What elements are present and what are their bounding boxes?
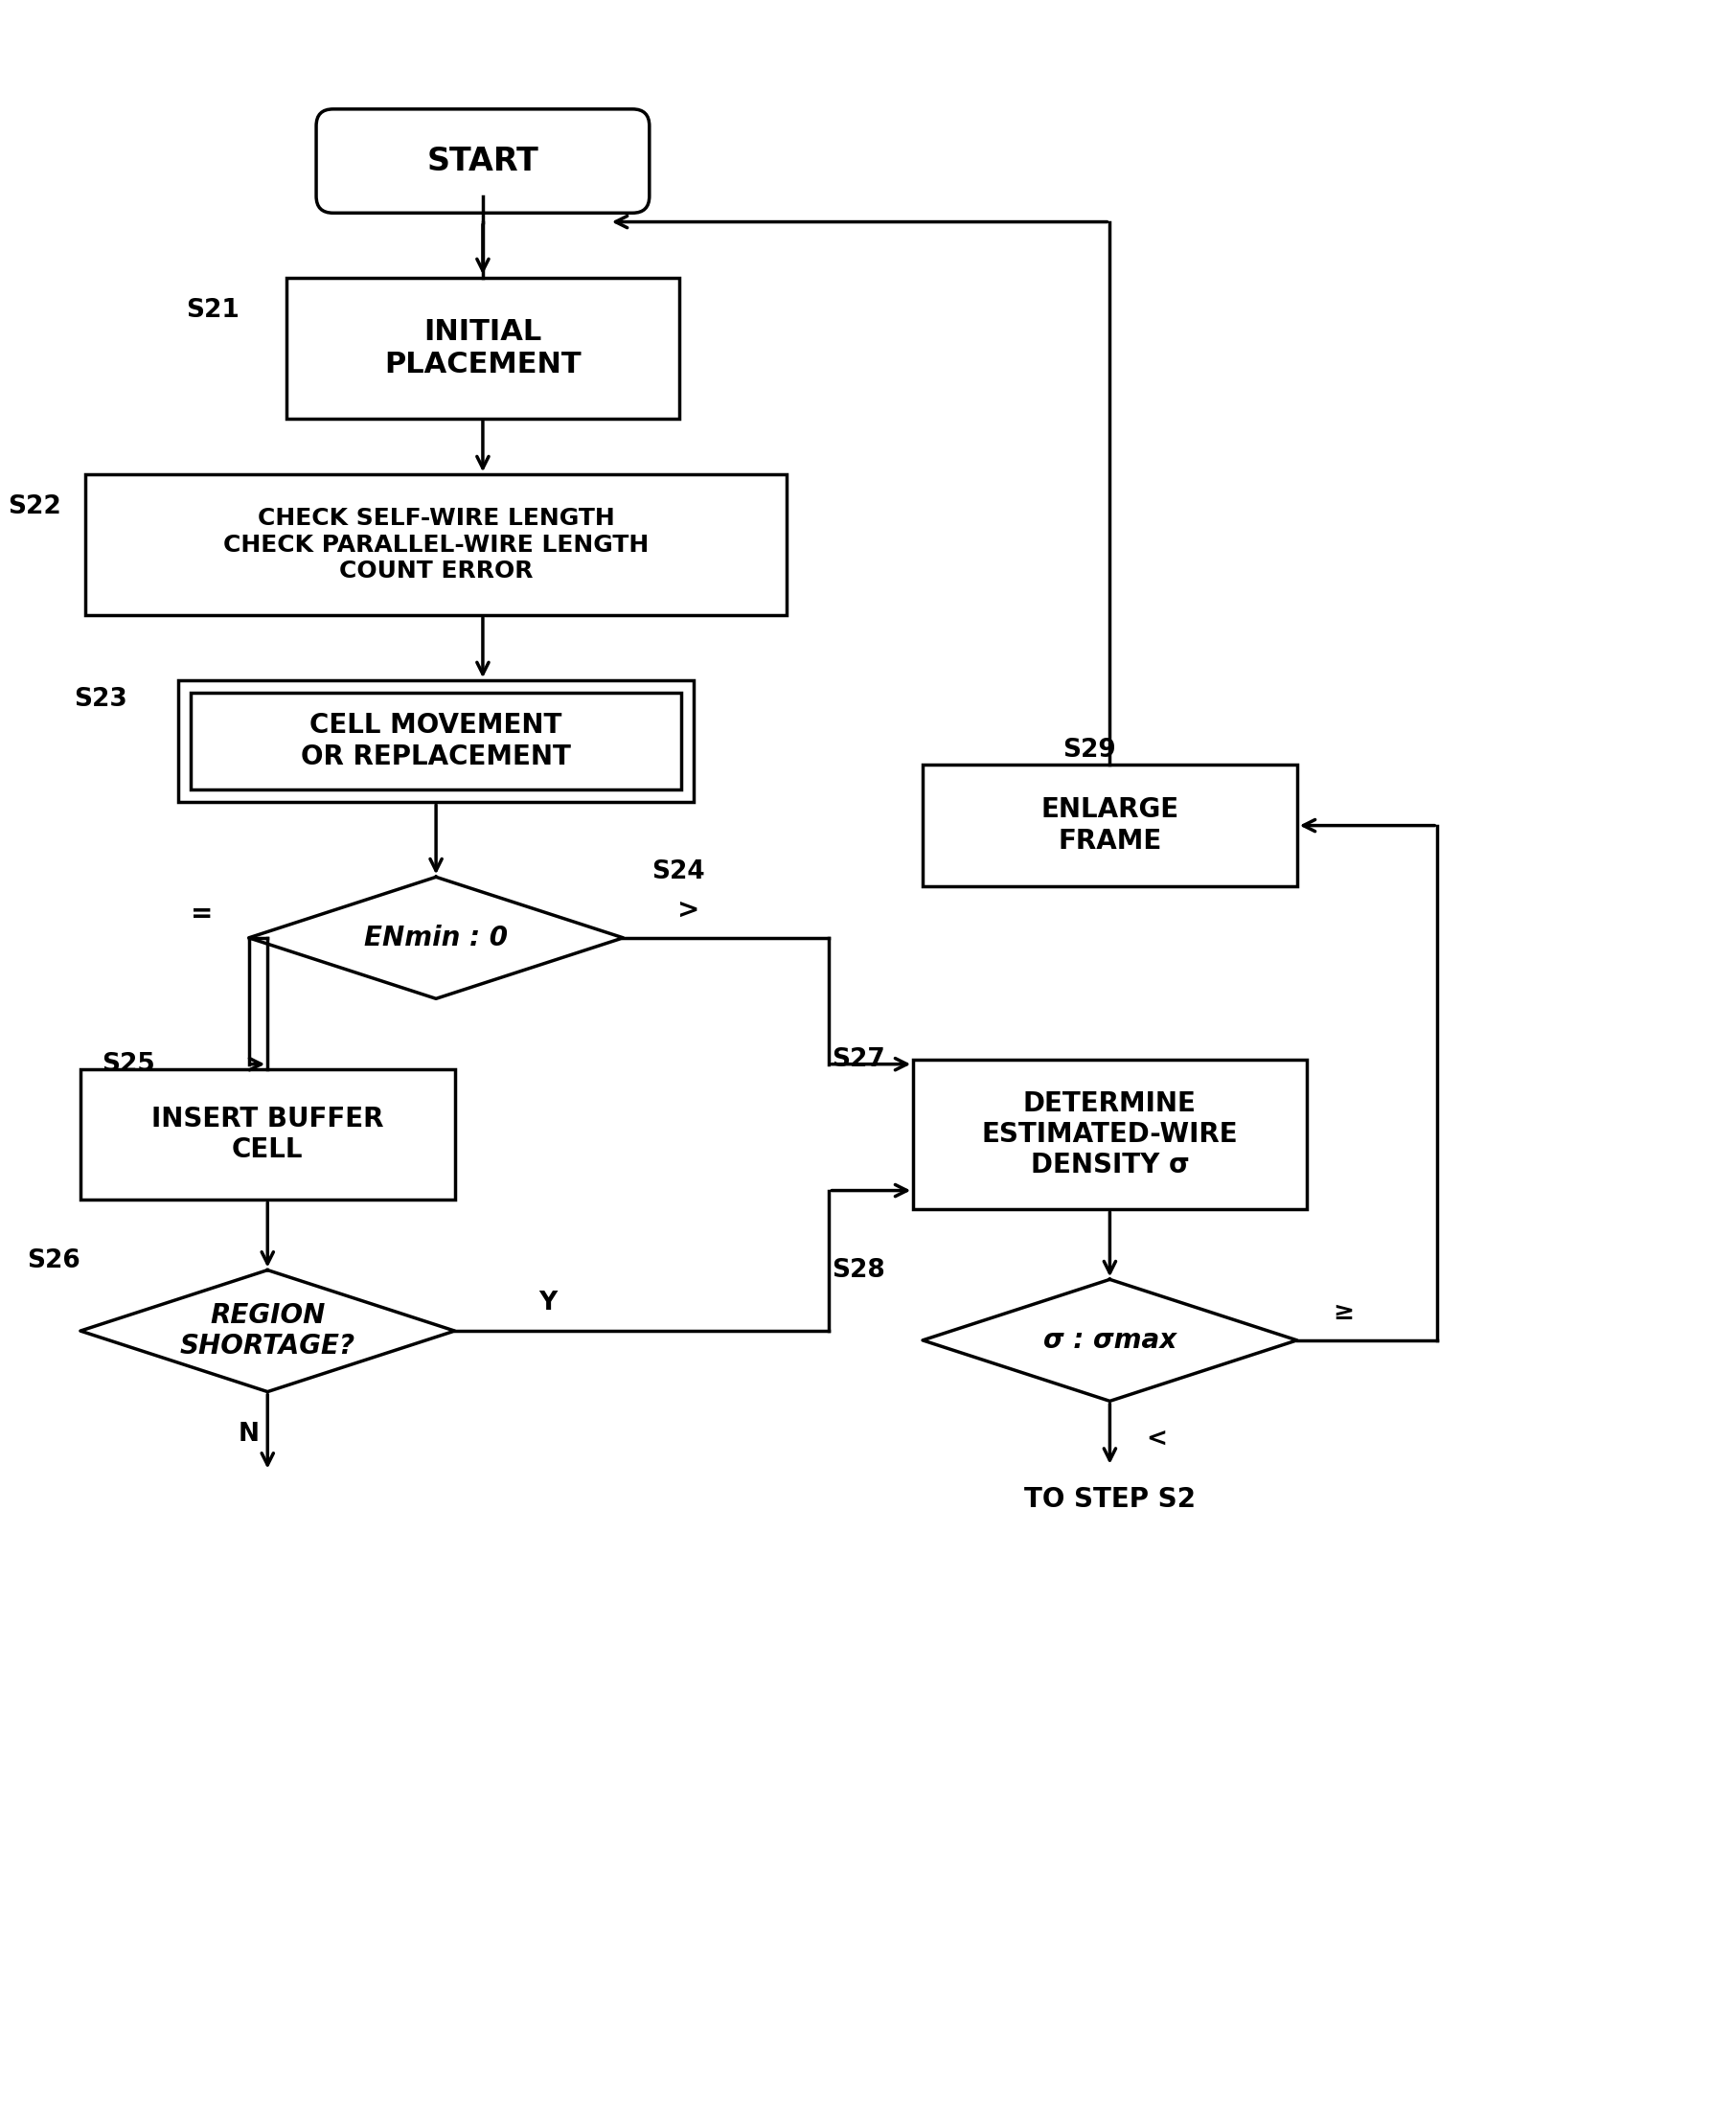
Bar xyxy=(85,476,786,614)
Text: >: > xyxy=(677,896,700,924)
Text: =: = xyxy=(191,901,214,928)
Text: S27: S27 xyxy=(832,1048,885,1071)
Text: S23: S23 xyxy=(73,686,127,711)
Text: START: START xyxy=(427,145,538,177)
Text: N: N xyxy=(238,1422,259,1445)
Text: REGION
SHORTAGE?: REGION SHORTAGE? xyxy=(181,1302,356,1359)
Text: TO STEP S2: TO STEP S2 xyxy=(1024,1485,1196,1513)
Text: S24: S24 xyxy=(651,861,705,886)
Bar xyxy=(286,278,679,419)
Text: ≥: ≥ xyxy=(1333,1300,1354,1326)
Text: DETERMINE
ESTIMATED-WIRE
DENSITY σ: DETERMINE ESTIMATED-WIRE DENSITY σ xyxy=(981,1090,1238,1178)
Text: S29: S29 xyxy=(1062,739,1116,764)
Text: <: < xyxy=(1146,1427,1167,1452)
Text: INSERT BUFFER
CELL: INSERT BUFFER CELL xyxy=(151,1105,384,1164)
FancyBboxPatch shape xyxy=(316,109,649,213)
Text: S28: S28 xyxy=(832,1258,885,1283)
Text: ENmin : 0: ENmin : 0 xyxy=(365,924,509,951)
Text: σ : σmax: σ : σmax xyxy=(1043,1328,1177,1353)
Bar xyxy=(913,1060,1307,1210)
Bar xyxy=(80,1069,455,1199)
Text: CHECK SELF-WIRE LENGTH
CHECK PARALLEL-WIRE LENGTH
COUNT ERROR: CHECK SELF-WIRE LENGTH CHECK PARALLEL-WI… xyxy=(224,507,649,583)
Bar xyxy=(179,680,693,802)
Bar xyxy=(922,764,1297,886)
Text: S22: S22 xyxy=(9,494,62,520)
Text: S21: S21 xyxy=(186,299,240,324)
Text: ENLARGE
FRAME: ENLARGE FRAME xyxy=(1042,797,1179,854)
Text: S26: S26 xyxy=(28,1248,80,1273)
Text: CELL MOVEMENT
OR REPLACEMENT: CELL MOVEMENT OR REPLACEMENT xyxy=(300,713,571,770)
Bar xyxy=(191,692,681,789)
Text: INITIAL
PLACEMENT: INITIAL PLACEMENT xyxy=(384,318,582,379)
Text: S25: S25 xyxy=(102,1052,155,1077)
Text: Y: Y xyxy=(540,1290,557,1315)
